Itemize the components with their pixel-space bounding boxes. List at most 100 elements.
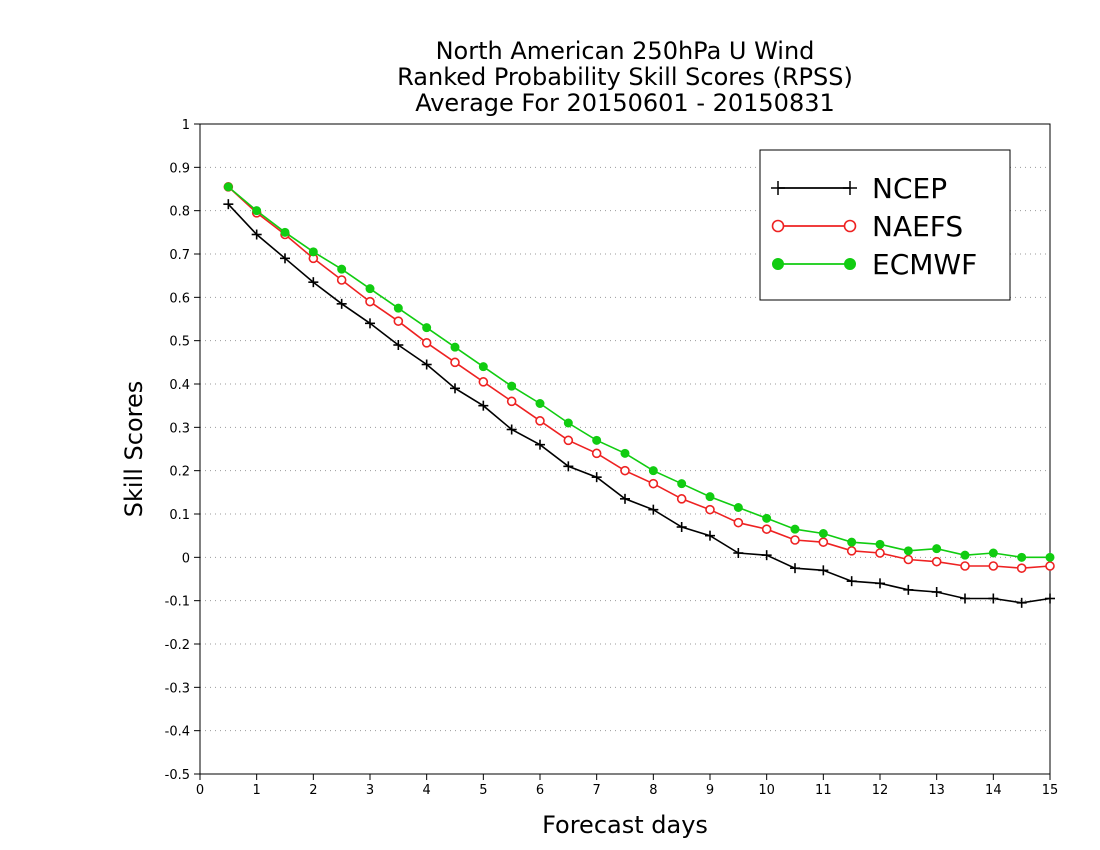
y-tick-label: 0 [182,551,190,566]
ncep-series [223,199,1055,608]
naefs-point [818,537,829,547]
naefs-point [761,524,772,534]
y-tick-label: 1 [182,118,190,133]
ncep-point [1045,593,1055,604]
ecmwf-series [223,182,1055,562]
chart-title-line-3: Average For 20150601 - 20150831 [415,89,835,117]
legend-box [759,149,1011,301]
ncep-point [223,199,234,210]
ecmwf-point [450,342,460,352]
naefs-point [365,296,375,307]
ecmwf-point [422,323,432,333]
plot-frame [199,123,1051,775]
ecmwf-point [308,247,318,257]
ncep-point [733,548,744,558]
ncep-point [393,340,404,350]
x-tick-label: 6 [536,783,544,798]
naefs-point [846,546,857,556]
ecmwf-point [903,546,913,556]
naefs-point [1045,561,1055,571]
x-tick-label: 3 [366,783,374,798]
naefs-point [931,556,942,567]
ecmwf-point [252,206,262,216]
ncep-point [648,504,659,515]
ecmwf-point [677,479,687,489]
ncep-point [1016,597,1027,608]
x-tick-label: 10 [758,783,775,798]
ecmwf-point [478,362,488,372]
naefs-point [988,561,999,571]
naefs-point [705,504,715,515]
ncep-point [875,578,885,589]
naefs-point [478,377,489,387]
y-tick-label: 0.9 [169,161,190,176]
naefs-point [506,396,517,407]
naefs-point [620,465,630,476]
naefs-point [535,416,545,426]
ecmwf-point [960,550,970,560]
ecmwf-point [847,537,857,547]
ecmwf-point [790,524,800,534]
naefs-point [875,548,885,558]
ncep-point [705,530,715,541]
legend-ncep-marker [771,181,785,195]
ncep-point [535,439,545,450]
ncep-point [308,277,319,288]
ncep-point [790,563,800,574]
ecmwf-point [563,418,573,428]
ecmwf-point [223,182,233,192]
chart-title-line-1: North American 250hPa U Wind [435,37,815,65]
ecmwf-point [705,492,715,502]
ncep-point [620,493,630,504]
legend-naefs-marker [843,219,857,233]
y-tick-label: 0.3 [169,421,190,436]
naefs-point [393,316,404,326]
legend-naefs-marker [771,219,785,233]
ncep-point [506,424,517,435]
ecmwf-point [648,466,658,476]
naefs-point [960,561,970,571]
legend-ecmwf-marker [772,258,784,270]
ecmwf-point [620,448,630,458]
y-tick-label: 0.8 [169,205,190,220]
ecmwf-point [818,529,828,538]
legend-naefs-label: NAEFS [872,210,963,243]
naefs-point [450,357,460,368]
y-tick-label: 0.5 [169,335,190,350]
ncep-point [846,576,857,587]
x-tick-label: 11 [815,783,832,798]
x-tick-label: 4 [423,783,431,798]
ecmwf-point [733,503,743,512]
legend-ecmwf-marker [844,258,856,270]
x-tick-label: 13 [928,783,945,798]
y-tick-label: -0.5 [165,768,190,783]
naefs-point [903,554,914,565]
y-tick-label: -0.3 [165,681,190,696]
axis-ticks: -0.5 -0.4 -0.3 -0.2 -0.1 0 0.1 0.2 0.3 0.4 0.5 0.6 0… [165,118,1059,798]
ncep-point [988,593,999,604]
x-tick-label: 7 [593,783,601,798]
y-tick-label: 0.1 [169,508,190,523]
ecmwf-point [535,399,545,408]
y-tick-label: -0.2 [165,638,190,653]
y-axis-label: Skill Scores [120,381,148,518]
naefs-point [336,275,347,285]
chart-title-line-2: Ranked Probability Skill Scores (RPSS) [397,63,853,91]
naefs-point [1016,563,1027,573]
ecmwf-point [393,303,403,313]
ncep-point [591,472,602,483]
x-tick-label: 0 [196,783,204,798]
ncep-point [676,522,687,532]
y-tick-label: -0.4 [165,725,190,740]
x-tick-label: 15 [1042,783,1059,798]
x-tick-label: 14 [985,783,1002,798]
ncep-point [931,587,942,597]
naefs-point [591,448,602,459]
y-tick-label: 0.4 [169,378,190,393]
series-lines [223,182,1055,608]
ecmwf-point [592,435,602,445]
ncep-point [818,565,829,576]
x-axis-label: Forecast days [542,811,708,839]
ecmwf-point [280,227,290,237]
x-tick-label: 2 [309,783,317,798]
